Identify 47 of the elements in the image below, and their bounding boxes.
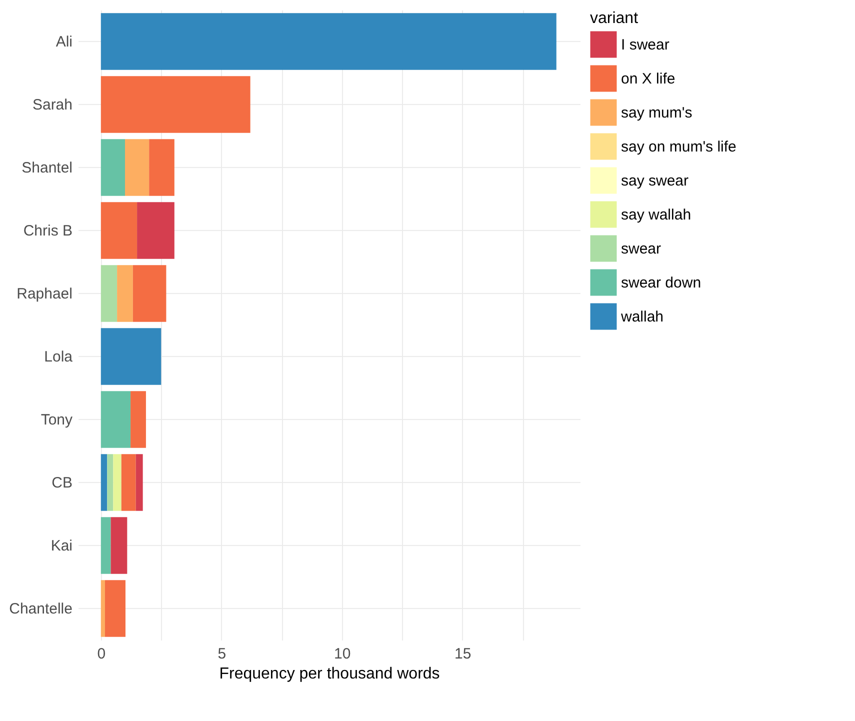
legend-label: swear down (621, 274, 702, 292)
legend-label: say on mum's life (621, 138, 736, 156)
bar (149, 139, 174, 196)
legend-label: say mum's (621, 104, 692, 122)
bar (100, 328, 162, 385)
legend-title: variant (590, 10, 639, 27)
y-tick-label: Sarah (32, 96, 72, 114)
bar (117, 265, 133, 322)
legend-label: swear (621, 240, 662, 258)
bar (100, 391, 131, 448)
bar (130, 391, 146, 448)
bar (136, 454, 143, 511)
bar (113, 454, 122, 511)
y-tick-label: Ali (56, 34, 72, 50)
legend-label: on X life (621, 70, 676, 88)
x-tick-label: 10 (334, 646, 351, 662)
bar (110, 517, 128, 574)
x-tick-label: 5 (218, 646, 226, 662)
bar (121, 454, 136, 511)
bar (100, 265, 118, 322)
bar (100, 139, 125, 196)
bar (100, 517, 111, 574)
bar (137, 202, 174, 259)
y-tick-label: Lola (44, 348, 74, 366)
y-tick-label: Chris B (23, 222, 72, 240)
y-tick-label: Tony (40, 412, 73, 428)
bar (132, 265, 166, 322)
legend-label: wallah (620, 308, 664, 326)
legend-label: say swear (621, 172, 689, 190)
bar (104, 580, 126, 637)
bar (100, 202, 138, 259)
bar (100, 580, 105, 637)
x-tick-label: 15 (454, 646, 472, 662)
legend-label: say wallah (621, 206, 692, 224)
y-tick-label: Shantel (22, 160, 72, 176)
bar (100, 13, 556, 70)
x-tick-label: 0 (97, 646, 106, 662)
y-tick-label: Raphael (16, 286, 72, 302)
bar (100, 454, 108, 511)
x-axis-title: Frequency per thousand words (219, 666, 440, 682)
bar (100, 76, 250, 133)
y-tick-label: Chantelle (9, 600, 72, 618)
legend-label: I swear (621, 36, 670, 54)
y-tick-label: Kai (50, 538, 72, 554)
bar (124, 139, 150, 196)
y-tick-label: CB (52, 474, 72, 492)
bar (107, 454, 114, 511)
